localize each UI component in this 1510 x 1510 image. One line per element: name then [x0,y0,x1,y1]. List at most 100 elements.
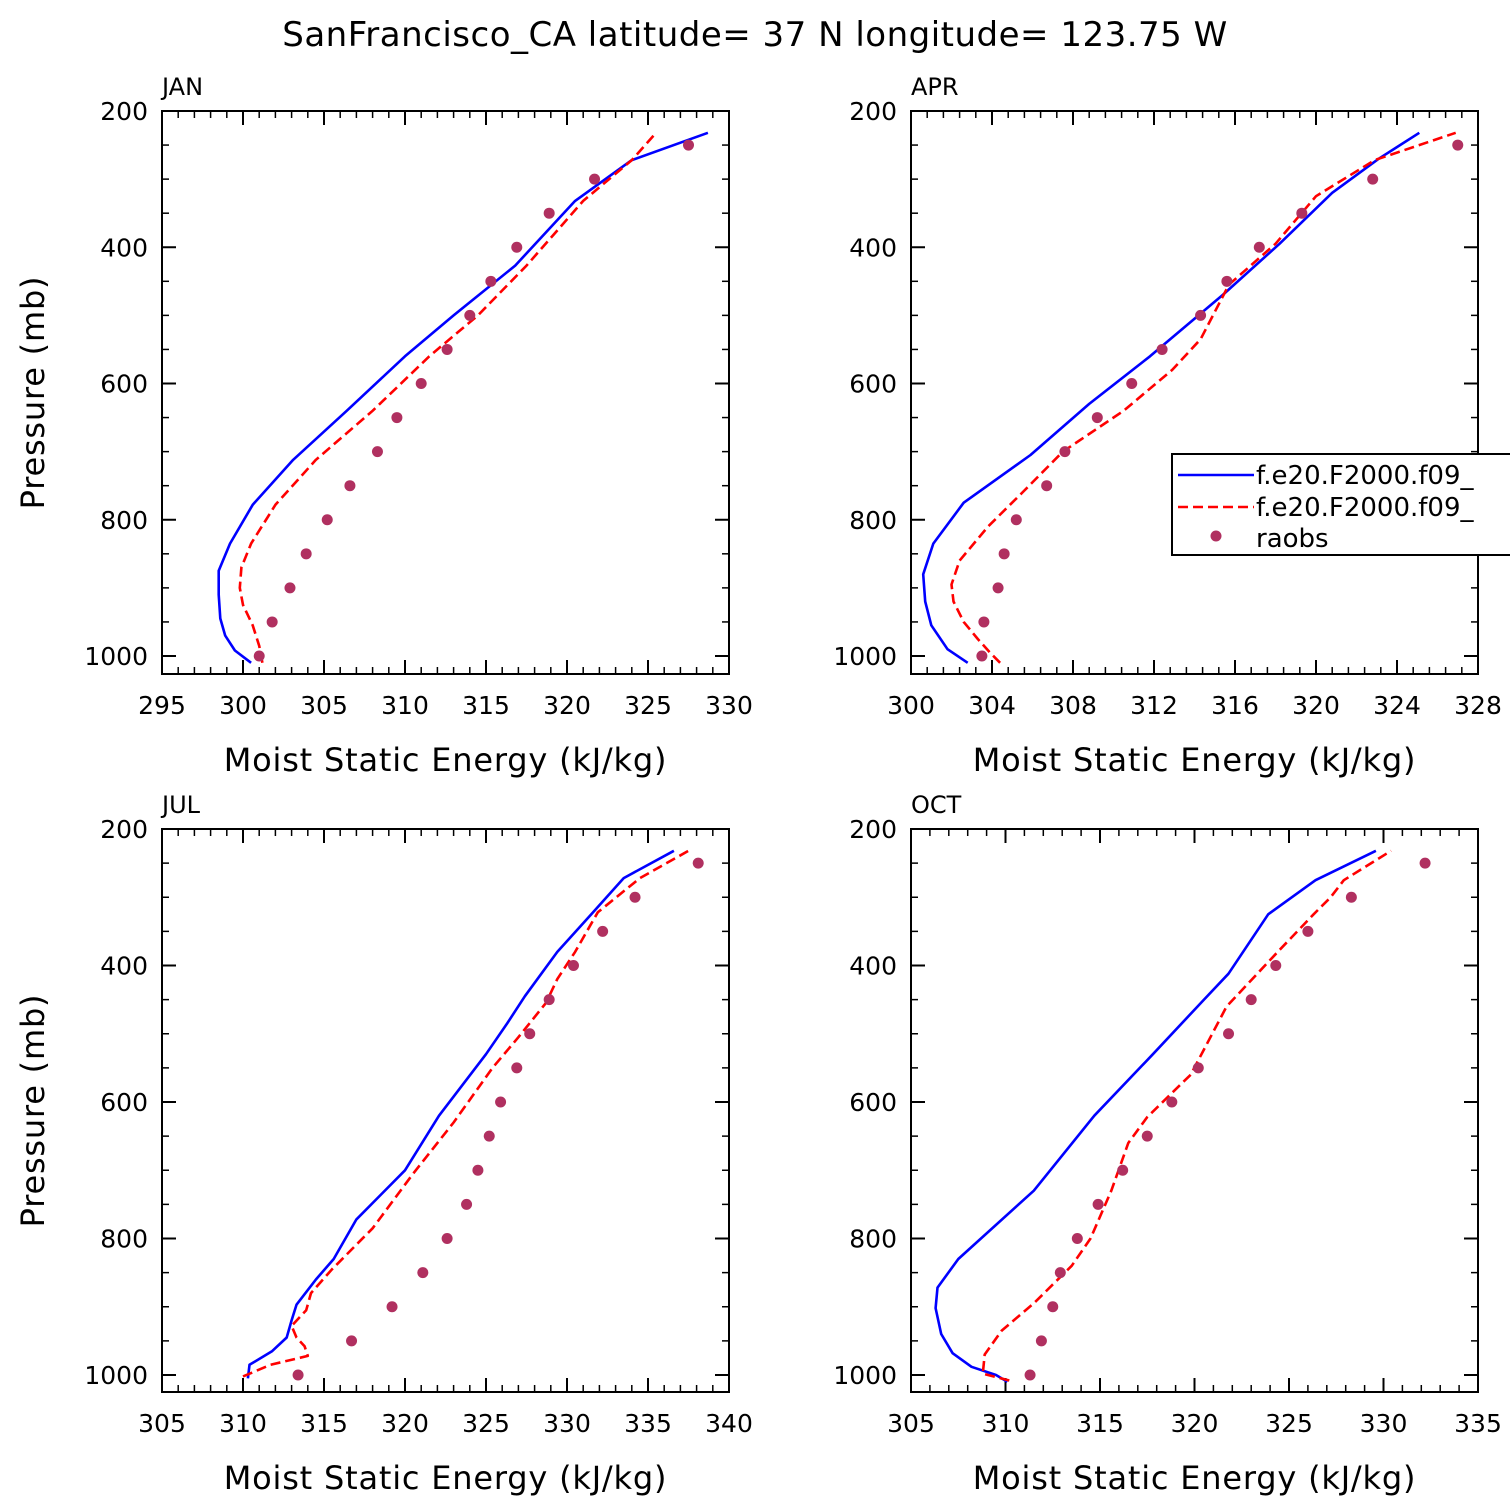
panel-jan: 295 300 305 310 315 320 325 330 200 400 600 800 1000… [14,73,753,779]
series-line-solid [934,849,1377,1383]
raobs-point [1166,1096,1178,1108]
raobs-point [417,1267,429,1279]
y-tick-label: 600 [849,1088,897,1117]
raobs-point [543,207,555,219]
plot-frame [910,110,1479,675]
x-tick-label: 330 [705,691,753,720]
legend-label: f.e20.F2000.f09_ [1256,461,1474,491]
series-line-solid [246,849,675,1379]
raobs-point [976,650,988,662]
legend-marker [1210,530,1222,542]
raobs-point [346,1335,358,1347]
raobs-point [1117,1164,1129,1176]
x-tick-label: 310 [219,1409,267,1438]
raobs-point [371,446,383,458]
raobs-point [1091,412,1103,424]
raobs-point [483,1130,495,1142]
raobs-point [1141,1130,1153,1142]
x-tick-label: 315 [300,1409,348,1438]
raobs-point [1367,173,1379,185]
raobs-point [1253,241,1265,253]
raobs-point [1195,309,1207,321]
series-line-solid [921,131,1421,664]
series-line-solid [217,131,709,664]
x-tick-label: 312 [1130,691,1178,720]
raobs-point [1419,857,1431,869]
y-tick-label: 800 [100,1225,148,1254]
series-line-dashed [950,131,1457,664]
raobs-point [1192,1062,1204,1074]
x-tick-label: 305 [138,1409,186,1438]
raobs-point [461,1198,473,1210]
y-tick-label: 1000 [84,642,148,671]
raobs-point [692,857,704,869]
plot-frame [161,110,730,675]
x-tick-label: 324 [1373,691,1421,720]
raobs-point [1126,378,1138,389]
x-tick-label: 305 [887,1409,935,1438]
panel-apr: 300 304 308 312 316 320 324 328 200 400 600 800 1000… [833,73,1501,779]
raobs-point [1156,343,1168,355]
raobs-point [415,378,427,389]
raobs-point [978,616,990,628]
raobs-point [1071,1233,1083,1244]
x-tick-label: 325 [1265,1409,1313,1438]
x-tick-label: 320 [1292,691,1340,720]
y-tick-label: 600 [849,370,897,399]
raobs-point [495,1096,507,1108]
x-axis-label: Moist Static Energy (kJ/kg) [224,741,668,779]
y-tick-label: 200 [849,97,897,126]
x-tick-label: 335 [1454,1409,1502,1438]
panel-oct: 305 310 315 320 325 330 335 200 400 600 800 1000 OCT… [833,791,1501,1497]
panel-title: JAN [160,73,203,101]
x-tick-label: 340 [705,1409,753,1438]
x-tick-label: 320 [1171,1409,1219,1438]
x-tick-label: 300 [219,691,267,720]
main-title: SanFrancisco_CA latitude= 37 N longitude… [282,15,1228,55]
x-tick-label: 320 [381,1409,429,1438]
x-axis-label: Moist Static Energy (kJ/kg) [973,741,1417,779]
raobs-point [543,994,555,1006]
raobs-point [386,1301,398,1313]
raobs-point [567,960,579,971]
raobs-point [1092,1198,1104,1210]
raobs-point [344,480,356,492]
x-tick-label: 325 [462,1409,510,1438]
x-tick-label: 308 [1049,691,1097,720]
y-tick-label: 400 [849,952,897,981]
x-tick-label: 305 [300,691,348,720]
raobs-point [1041,480,1053,492]
x-tick-label: 310 [381,691,429,720]
legend-box [1171,453,1510,556]
raobs-point [464,309,476,321]
raobs-point [300,548,312,560]
series-line-dashed [981,849,1392,1382]
panel-title: JUL [160,791,201,819]
x-tick-label: 315 [1076,1409,1124,1438]
raobs-point [1452,139,1464,151]
raobs-point [1047,1301,1059,1313]
y-tick-label: 200 [849,815,897,844]
y-tick-label: 1000 [833,1361,897,1390]
x-axis-label: Moist Static Energy (kJ/kg) [973,1459,1417,1497]
raobs-point [1296,207,1308,219]
y-tick-label: 1000 [84,1361,148,1390]
plot-frame [161,828,730,1393]
x-axis-label: Moist Static Energy (kJ/kg) [224,1459,668,1497]
raobs-point [1221,275,1233,287]
x-tick-label: 315 [462,691,510,720]
x-tick-label: 330 [1360,1409,1408,1438]
x-tick-label: 330 [543,1409,591,1438]
x-tick-label: 328 [1454,691,1502,720]
raobs-point [441,343,453,355]
series-line-dashed [242,849,690,1378]
raobs-point [1059,446,1071,458]
y-tick-label: 800 [849,506,897,535]
plot-frame [910,828,1479,1393]
raobs-point [511,1062,523,1074]
raobs-point [524,1028,536,1040]
raobs-point [1245,994,1257,1006]
raobs-point [1010,514,1022,526]
legend-label: raobs [1256,524,1329,554]
